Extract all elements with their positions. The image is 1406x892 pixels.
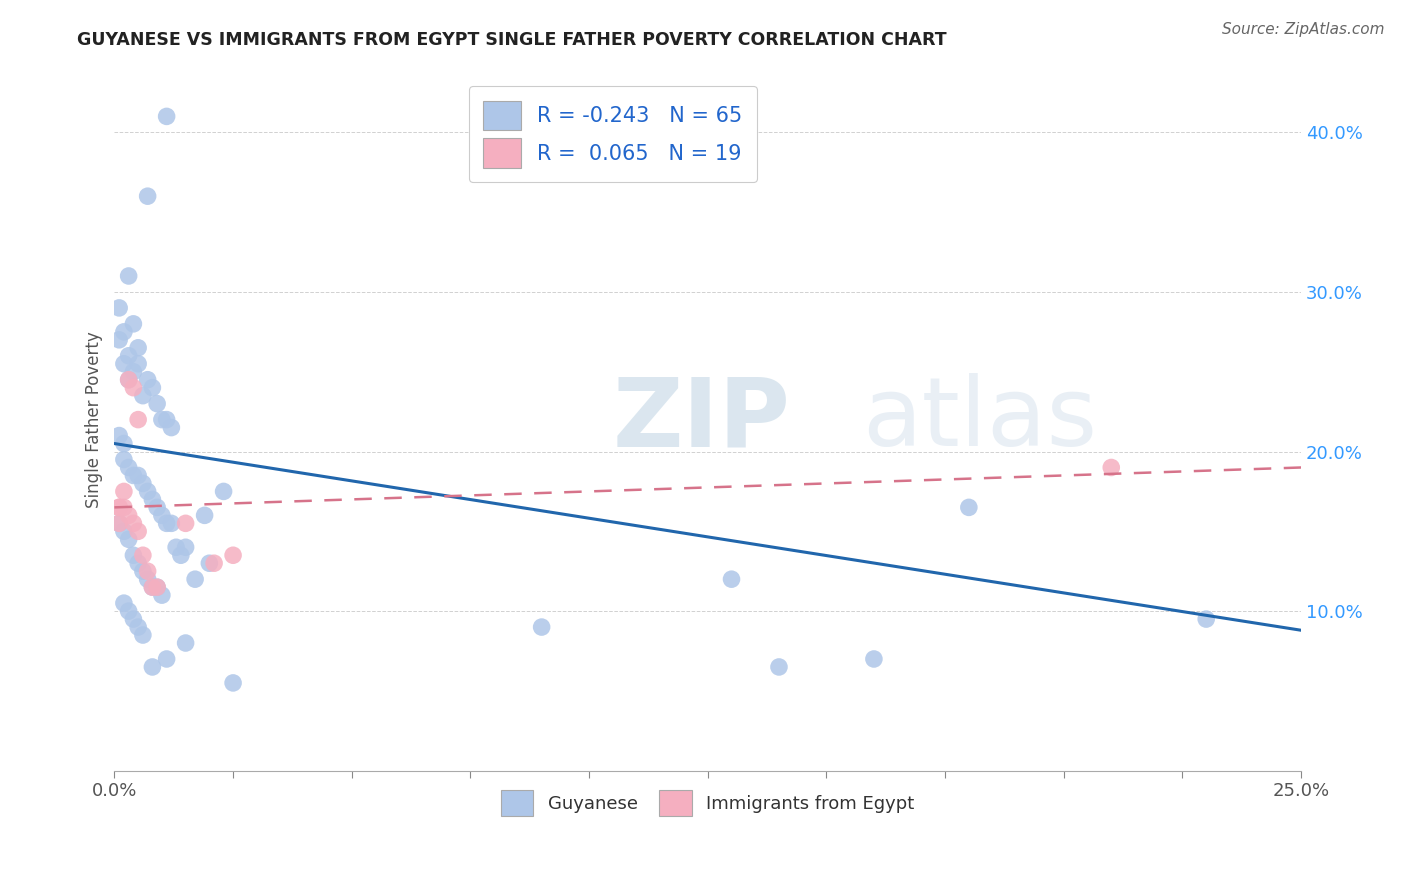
Point [141, 580, 163, 594]
Point [212, 484, 235, 499]
Point [112, 452, 135, 467]
Point [136, 373, 159, 387]
Point [194, 508, 217, 523]
Point [132, 628, 155, 642]
Point [141, 492, 163, 507]
Y-axis label: Single Father Poverty: Single Father Poverty [86, 331, 103, 508]
Point [127, 357, 149, 371]
Point [150, 508, 173, 523]
Point [146, 397, 169, 411]
Point [156, 109, 179, 123]
Point [146, 580, 169, 594]
Point [768, 660, 790, 674]
Point [132, 548, 155, 562]
Point [122, 317, 145, 331]
Point [118, 373, 141, 387]
Point [136, 564, 159, 578]
Point [112, 325, 135, 339]
Point [222, 548, 245, 562]
Point [108, 428, 131, 442]
Text: ZIP: ZIP [613, 373, 790, 467]
Text: atlas: atlas [862, 373, 1097, 467]
Point [112, 500, 135, 515]
Point [108, 500, 131, 515]
Point [112, 484, 135, 499]
Point [112, 357, 135, 371]
Point [146, 580, 169, 594]
Point [720, 572, 742, 586]
Text: GUYANESE VS IMMIGRANTS FROM EGYPT SINGLE FATHER POVERTY CORRELATION CHART: GUYANESE VS IMMIGRANTS FROM EGYPT SINGLE… [77, 31, 948, 49]
Point [174, 636, 197, 650]
Point [156, 652, 179, 666]
Point [108, 333, 131, 347]
Point [118, 268, 141, 283]
Point [112, 436, 135, 450]
Point [174, 516, 197, 531]
Point [141, 381, 163, 395]
Point [160, 420, 183, 434]
Point [122, 548, 145, 562]
Point [202, 556, 225, 570]
Point [863, 652, 886, 666]
Point [118, 604, 141, 618]
Point [118, 533, 141, 547]
Point [122, 365, 145, 379]
Point [141, 660, 163, 674]
Point [127, 556, 149, 570]
Point [118, 373, 141, 387]
Point [127, 620, 149, 634]
Point [530, 620, 553, 634]
Point [122, 381, 145, 395]
Point [122, 516, 145, 531]
Point [132, 564, 155, 578]
Point [150, 412, 173, 426]
Point [184, 572, 207, 586]
Point [118, 508, 141, 523]
Legend: Guyanese, Immigrants from Egypt: Guyanese, Immigrants from Egypt [492, 781, 924, 825]
Point [165, 541, 187, 555]
Point [150, 588, 173, 602]
Point [108, 516, 131, 531]
Point [136, 484, 159, 499]
Point [174, 541, 197, 555]
Point [122, 612, 145, 626]
Point [112, 524, 135, 539]
Point [132, 476, 155, 491]
Point [170, 548, 193, 562]
Point [136, 572, 159, 586]
Point [132, 389, 155, 403]
Point [160, 516, 183, 531]
Point [1195, 612, 1218, 626]
Point [112, 596, 135, 610]
Point [108, 516, 131, 531]
Point [198, 556, 221, 570]
Text: Source: ZipAtlas.com: Source: ZipAtlas.com [1222, 22, 1385, 37]
Point [127, 468, 149, 483]
Point [156, 412, 179, 426]
Point [108, 301, 131, 315]
Point [146, 500, 169, 515]
Point [156, 516, 179, 531]
Point [127, 524, 149, 539]
Point [127, 412, 149, 426]
Point [136, 189, 159, 203]
Point [141, 580, 163, 594]
Point [1099, 460, 1122, 475]
Point [122, 468, 145, 483]
Point [957, 500, 980, 515]
Point [108, 500, 131, 515]
Point [127, 341, 149, 355]
Point [118, 460, 141, 475]
Point [222, 676, 245, 690]
Point [118, 349, 141, 363]
